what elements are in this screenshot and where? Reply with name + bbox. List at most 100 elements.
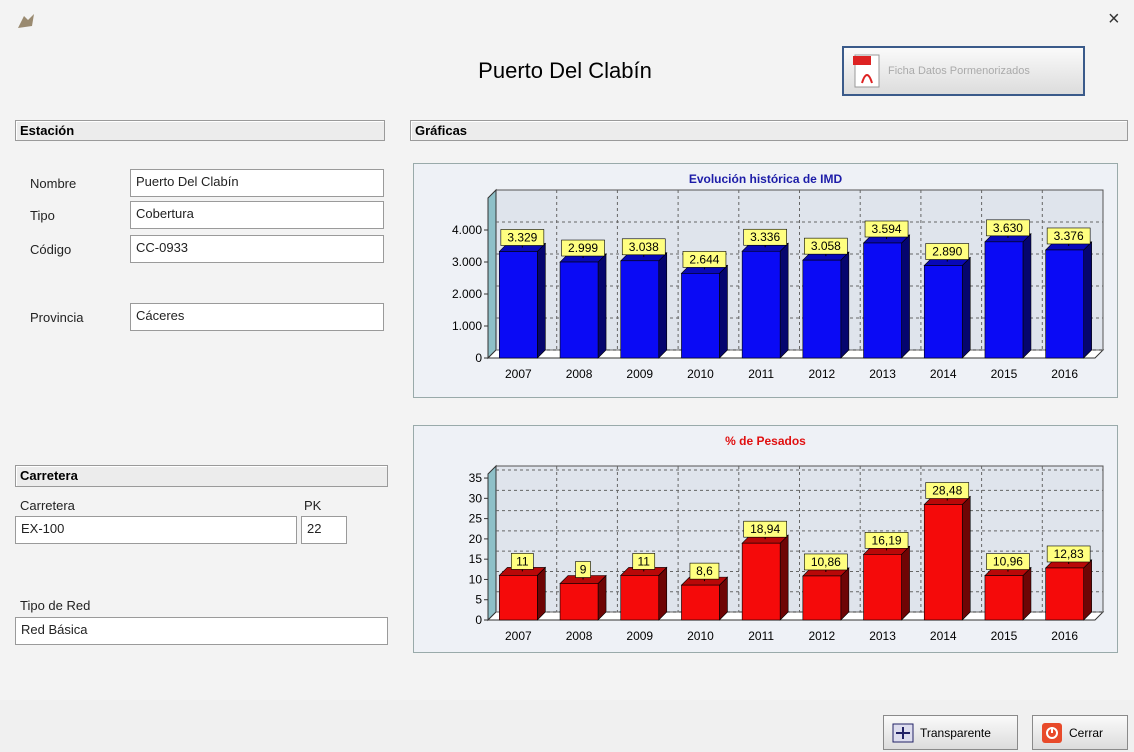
side-wall — [487, 464, 497, 622]
value-label-box — [925, 243, 970, 260]
bar-3d — [862, 234, 911, 359]
x-tick-label: 2009 — [626, 629, 653, 643]
field-label: Código — [30, 242, 72, 257]
bar-side — [779, 242, 789, 359]
value-label: 2.644 — [689, 252, 719, 266]
bar-3d — [741, 242, 789, 359]
x-tick-label: 2007 — [505, 629, 532, 643]
bar-side — [1083, 559, 1092, 621]
button-icon — [892, 723, 914, 742]
bar-3d — [1044, 241, 1093, 359]
x-tick-label: 2008 — [566, 629, 593, 643]
bar-3d — [1044, 559, 1093, 621]
x-tick-label: 2011 — [748, 367, 774, 381]
bar-3d — [498, 566, 547, 621]
x-tick-label: 2010 — [687, 367, 714, 381]
bar-3d — [680, 576, 729, 621]
x-tick-label: 2014 — [930, 629, 957, 643]
pdf-button-label: Ficha Datos Pormenorizados — [888, 65, 1030, 77]
value-label-box — [986, 219, 1030, 237]
y-tick-label: 0 — [475, 351, 482, 365]
bar — [499, 251, 538, 359]
value-label-box — [804, 237, 848, 255]
text-input[interactable]: CC-0933 — [130, 235, 384, 263]
x-tick-label: 2015 — [991, 629, 1018, 643]
value-label: 9 — [580, 563, 587, 577]
bar-side — [537, 566, 546, 621]
field-label: Tipo de Red — [20, 598, 91, 613]
bar-side — [1022, 566, 1032, 621]
close-x[interactable]: × — [1108, 8, 1120, 30]
bar-3d — [923, 256, 971, 359]
value-label: 10,86 — [811, 555, 841, 569]
value-label: 12,83 — [1054, 547, 1084, 561]
value-label-box — [1046, 227, 1091, 245]
bar-side — [901, 545, 910, 621]
bar-side — [658, 252, 668, 359]
text-input[interactable]: Cáceres — [130, 303, 384, 331]
x-tick-label: 2012 — [808, 367, 835, 381]
bar — [802, 259, 842, 359]
bar-3d — [620, 252, 668, 359]
bar-side — [1083, 241, 1092, 359]
chart-panel: % de Pesados 0 5 10 15 20 25 30 35 2007 11 2008 9 200… — [413, 425, 1118, 653]
pdf-button[interactable]: Ficha Datos Pormenorizados — [842, 46, 1085, 96]
y-tick-label: 20 — [469, 532, 483, 546]
bar — [984, 575, 1024, 621]
value-label-box — [1046, 545, 1091, 563]
y-tick-label: 30 — [469, 491, 483, 505]
value-label: 3.336 — [750, 230, 780, 244]
value-label-box — [743, 228, 787, 246]
field-label: Provincia — [30, 310, 84, 325]
close-button[interactable]: Cerrar — [1032, 715, 1128, 750]
value-label: 3.630 — [993, 221, 1023, 235]
bar — [863, 554, 902, 621]
y-tick-label: 1.000 — [452, 319, 482, 333]
value-label-box — [743, 520, 787, 538]
value-label: 16,19 — [872, 533, 902, 547]
x-tick-label: 2012 — [808, 629, 835, 643]
section-heading: Gráficas — [410, 120, 1128, 141]
station-title: Puerto Del Clabín — [478, 58, 652, 83]
text-input[interactable]: 22 — [301, 516, 347, 544]
x-tick-label: 2011 — [748, 629, 774, 643]
section-heading: Estación — [15, 120, 385, 141]
value-label-box — [864, 220, 909, 238]
value-label: 8,6 — [696, 564, 713, 578]
y-tick-label: 3.000 — [452, 255, 482, 269]
bar — [620, 575, 660, 621]
bar-side — [597, 253, 607, 359]
x-tick-label: 2013 — [869, 367, 896, 381]
x-tick-label: 2016 — [1051, 629, 1078, 643]
y-tick-label: 15 — [469, 552, 483, 566]
text-input[interactable]: Red Básica — [15, 617, 388, 645]
text-input[interactable]: Cobertura — [130, 201, 384, 229]
bar-3d — [802, 251, 850, 359]
bar — [1045, 249, 1084, 359]
side-wall — [487, 188, 497, 360]
value-label-box — [621, 238, 666, 256]
value-label: 2.890 — [932, 245, 962, 259]
value-label: 28,48 — [932, 483, 962, 497]
bar — [681, 273, 720, 359]
app-icon — [18, 14, 34, 28]
y-tick-label: 2.000 — [452, 287, 482, 301]
text-input[interactable]: EX-100 — [15, 516, 297, 544]
bar-3d — [923, 495, 971, 621]
bar — [620, 260, 660, 359]
x-tick-label: 2009 — [626, 367, 653, 381]
chart-title: % de Pesados — [725, 434, 806, 448]
bar — [923, 265, 963, 359]
bar-side — [961, 495, 971, 621]
bar-side — [901, 234, 910, 359]
transparent-button[interactable]: Transparente — [883, 715, 1018, 750]
bar-3d — [862, 545, 911, 621]
button-icon — [1042, 722, 1062, 743]
value-label-box — [925, 482, 970, 499]
value-label-box — [575, 561, 591, 578]
x-tick-label: 2007 — [505, 367, 532, 381]
bar-3d — [559, 574, 607, 621]
text-input[interactable]: Puerto Del Clabín — [130, 169, 384, 197]
value-label: 3.376 — [1054, 229, 1084, 243]
value-label-box — [864, 532, 909, 549]
